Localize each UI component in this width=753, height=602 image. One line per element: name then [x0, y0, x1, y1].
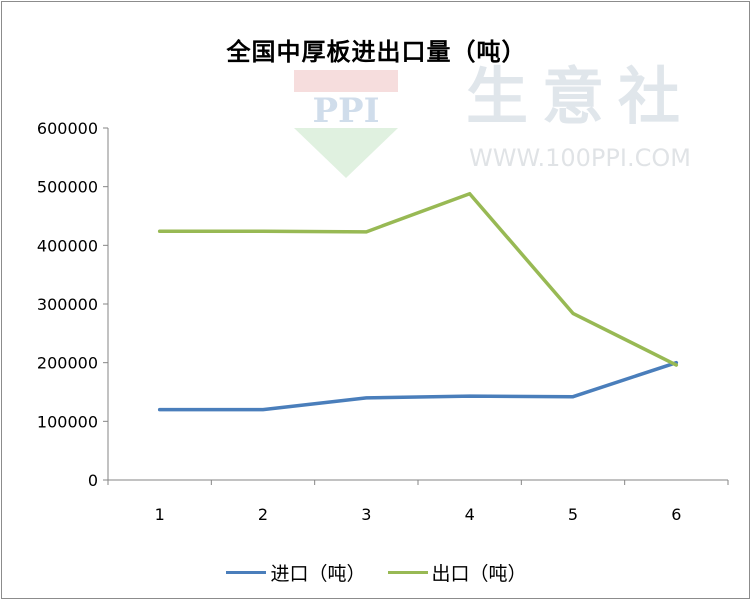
- x-tick-label: 2: [258, 505, 268, 524]
- legend-swatch-export: [387, 570, 428, 574]
- series-line-export: [157, 191, 679, 367]
- legend-label-export: 出口（吨）: [431, 562, 527, 585]
- svg-text:PPI: PPI: [312, 91, 379, 131]
- ppi-logo: PPI: [294, 70, 398, 178]
- x-tick-label: 5: [568, 505, 578, 524]
- legend: 进口（吨） 出口（吨）: [0, 559, 753, 586]
- x-tick-label: 6: [671, 505, 681, 524]
- x-tick-label: 1: [155, 505, 165, 524]
- legend-item-import: 进口（吨）: [226, 559, 366, 586]
- legend-item-export: 出口（吨）: [387, 559, 527, 586]
- y-tick-label: 100000: [37, 412, 98, 431]
- series-lines: [157, 191, 679, 412]
- y-tick-label: 500000: [37, 178, 98, 197]
- x-tick-label: 4: [465, 505, 475, 524]
- x-ticks: 1 2 3 4 5 6: [107, 480, 729, 524]
- watermark-brand: 生意社: [466, 60, 694, 133]
- y-tick-label: 0: [88, 471, 98, 490]
- x-tick-label: 3: [361, 505, 371, 524]
- y-tick-label: 200000: [37, 354, 98, 373]
- series-line-import: [157, 360, 679, 412]
- legend-label-import: 进口（吨）: [270, 562, 366, 585]
- watermark-url: WWW.100PPI.COM: [469, 144, 691, 172]
- y-tick-label: 300000: [37, 295, 98, 314]
- y-tick-label: 400000: [37, 236, 98, 255]
- chart-title: 全国中厚板进出口量（吨）: [226, 38, 527, 66]
- y-ticks: 0 100000 200000 300000 400000 500000 600000: [37, 119, 108, 490]
- watermark: PPI 生意社 WWW.100PPI.COM: [294, 60, 694, 178]
- y-tick-label: 600000: [37, 119, 98, 138]
- legend-swatch-import: [226, 570, 267, 574]
